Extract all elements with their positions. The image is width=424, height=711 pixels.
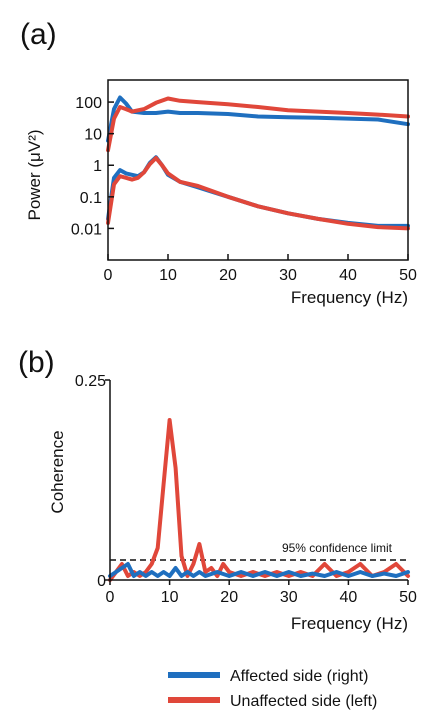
panel-a-x-tick-label: 0 xyxy=(104,267,113,284)
panel-b-series-affected-1 xyxy=(108,562,410,578)
panel-a-y-tick-label: 0.01 xyxy=(71,221,102,238)
panel-a-y-tick-label: 10 xyxy=(84,127,102,144)
panel-a-y-tick-label: 0.1 xyxy=(80,190,102,207)
panel-b-y-tick-label: 0 xyxy=(97,573,106,590)
panel-b-x-tick-label: 20 xyxy=(220,589,238,606)
panel-b-xlabel: Frequency (Hz) xyxy=(291,614,408,633)
panel-b-series xyxy=(108,418,410,582)
panel-a-series-affected-0 xyxy=(106,95,410,143)
panel-a-x-ticks: 0 10 20 30 40 50 xyxy=(104,254,417,284)
panel-b-label: (b) xyxy=(18,346,55,379)
panel-a-x-tick-label: 40 xyxy=(339,267,357,284)
panel-b-y-tick-label: 0.25 xyxy=(75,373,106,390)
panel-a-y-tick-label: 1 xyxy=(93,158,102,175)
panel-a-series xyxy=(106,95,410,231)
panel-b-y-ticks: 00.25 xyxy=(75,373,110,590)
panel-a-series-affected-2 xyxy=(106,155,410,228)
panel-a-y-tick-label: 100 xyxy=(75,95,102,112)
legend-label-unaffected: Unaffected side (left) xyxy=(230,693,377,710)
panel-a: (a) 0 10 20 30 40 50 100 10 1 0.1 0.01 Frequency … xyxy=(20,18,417,307)
panel-b-x-tick-label: 40 xyxy=(340,589,358,606)
panel-a-x-tick-label: 20 xyxy=(219,267,237,284)
panel-a-x-tick-label: 30 xyxy=(279,267,297,284)
panel-a-x-tick-label: 10 xyxy=(159,267,177,284)
panel-b-x-tick-label: 10 xyxy=(161,589,179,606)
panel-a-series-unaffected-1 xyxy=(106,96,410,153)
panel-b-series-unaffected-0 xyxy=(108,418,410,582)
panel-a-y-ticks: 100 10 1 0.1 0.01 xyxy=(71,95,114,238)
confidence-limit-label: 95% confidence limit xyxy=(282,541,393,555)
panel-b-x-ticks: 0 10 20 30 40 50 xyxy=(106,580,417,606)
panel-b-ylabel: Coherence xyxy=(48,430,67,513)
panel-b-x-tick-label: 0 xyxy=(106,589,115,606)
panel-b-x-tick-label: 30 xyxy=(280,589,298,606)
panel-a-x-tick-label: 50 xyxy=(399,267,417,284)
legend: Affected side (right) Unaffected side (l… xyxy=(168,668,377,710)
panel-b-x-tick-label: 50 xyxy=(399,589,417,606)
panel-a-series-unaffected-3 xyxy=(106,156,410,231)
panel-a-frame xyxy=(107,79,409,261)
panel-b: (b) 95% confidence limit 0 10 20 30 40 50 00.… xyxy=(18,346,417,633)
panel-a-xlabel: Frequency (Hz) xyxy=(291,288,408,307)
panel-a-label: (a) xyxy=(20,18,57,51)
legend-label-affected: Affected side (right) xyxy=(230,668,368,685)
panel-a-ylabel: Power (μV²) xyxy=(25,129,44,220)
